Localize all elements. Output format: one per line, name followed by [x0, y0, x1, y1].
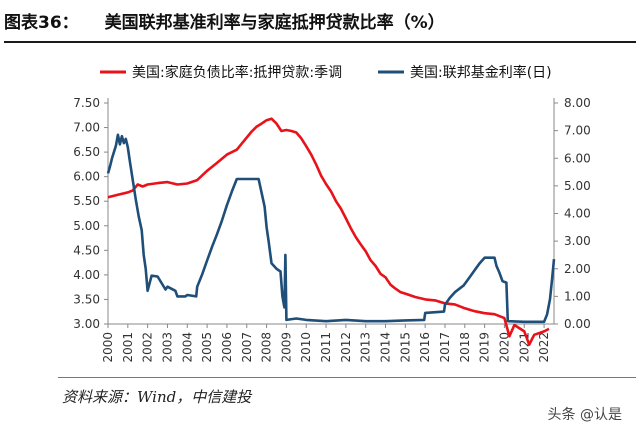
fed-funds-rate-line	[106, 133, 556, 324]
x-tick-label: 2020	[497, 332, 511, 363]
x-tick-label: 2021	[517, 332, 531, 363]
x-tick-label: 2008	[260, 332, 274, 363]
right-tick-label: 2.00	[564, 262, 591, 276]
watermark: 头条 @认是	[548, 404, 622, 424]
source-note: 资料来源：Wind，中信建投	[62, 388, 252, 406]
x-tick-label: 2007	[240, 332, 254, 363]
x-tick-label: 2022	[537, 332, 551, 363]
right-tick-label: 7.00	[564, 124, 591, 138]
left-tick-label: 7.50	[73, 96, 100, 110]
legend: 美国:家庭负债比率:抵押贷款:季调 美国:联邦基金利率(日)	[100, 64, 552, 81]
left-tick-label: 3.50	[73, 292, 100, 306]
figure-label: 图表36：	[4, 13, 79, 33]
source-divider	[58, 377, 636, 378]
left-tick-label: 5.00	[73, 219, 100, 233]
mortgage-ratio-line	[107, 117, 550, 346]
right-tick-label: 1.00	[564, 289, 591, 303]
x-tick-label: 2004	[180, 332, 194, 363]
x-tick-label: 2011	[319, 332, 333, 363]
left-tick-label: 6.00	[73, 170, 100, 184]
x-tick-label: 2006	[220, 332, 234, 363]
chart-title: 图表36： 美国联邦基准利率与家庭抵押贷款比率（%）	[4, 8, 636, 38]
x-tick-label: 2010	[299, 332, 313, 363]
x-tick-label: 2017	[438, 332, 452, 363]
legend-label: 美国:家庭负债比率:抵押贷款:季调	[132, 64, 342, 81]
x-tick-label: 2012	[339, 332, 353, 363]
x-tick-label: 2002	[141, 332, 155, 363]
left-tick-label: 7.00	[73, 121, 100, 135]
right-tick-label: 6.00	[564, 151, 591, 165]
figure-title-text: 美国联邦基准利率与家庭抵押贷款比率（%）	[104, 13, 445, 33]
x-tick-label: 2005	[200, 332, 214, 363]
watermark-text: 头条 @认是	[547, 407, 622, 423]
line-chart: 美国:家庭负债比率:抵押贷款:季调 美国:联邦基金利率(日) 3.00 3.50 4.…	[73, 64, 590, 363]
right-tick-label: 8.00	[564, 96, 591, 110]
x-tick-label: 2015	[398, 332, 412, 363]
left-tick-label: 3.00	[73, 317, 100, 331]
legend-label: 美国:联邦基金利率(日)	[410, 64, 552, 81]
right-tick-label: 4.00	[564, 207, 591, 221]
right-tick-label: 5.00	[564, 179, 591, 193]
left-tick-label: 4.00	[73, 268, 100, 282]
axes: 3.00 3.50 4.00 4.50 5.00 5.50 6.00 6.50 7.00 7.50…	[73, 96, 590, 363]
x-tick-label: 2016	[418, 332, 432, 363]
x-tick-label: 2001	[121, 332, 135, 363]
x-tick-label: 2003	[160, 332, 174, 363]
right-tick-label: 0.00	[564, 317, 591, 331]
left-tick-label: 5.50	[73, 194, 100, 208]
x-tick-label: 2014	[379, 332, 393, 363]
x-tick-label: 2019	[478, 332, 492, 363]
x-tick-label: 2000	[101, 332, 115, 363]
left-tick-label: 4.50	[73, 243, 100, 257]
title-divider	[4, 41, 636, 43]
x-tick-label: 2018	[458, 332, 472, 363]
left-tick-label: 6.50	[73, 145, 100, 159]
right-tick-label: 3.00	[564, 234, 591, 248]
series-layer	[106, 117, 556, 346]
x-tick-label: 2013	[359, 332, 373, 363]
x-tick-label: 2009	[279, 332, 293, 363]
